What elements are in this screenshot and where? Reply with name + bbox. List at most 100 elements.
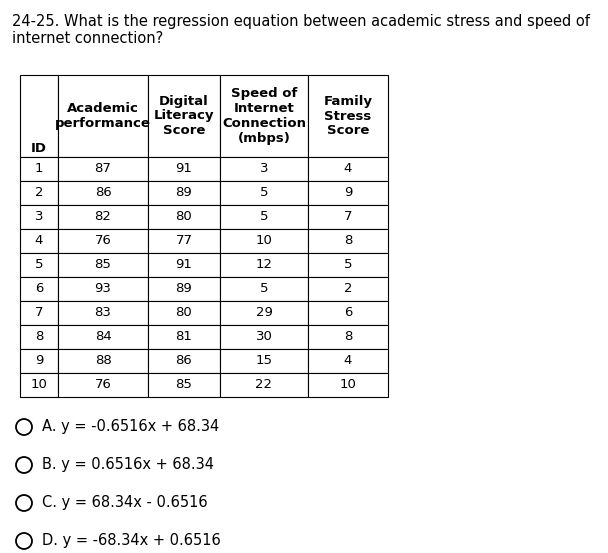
Bar (308, 373, 388, 397)
Text: B. y = 0.6516x + 68.34: B. y = 0.6516x + 68.34 (42, 457, 214, 472)
Text: 8: 8 (344, 331, 352, 343)
Text: 5: 5 (260, 211, 268, 223)
Bar (220, 301, 308, 325)
Bar (20, 229, 58, 253)
Text: Digital
Literacy
Score: Digital Literacy Score (154, 95, 214, 138)
Text: Speed of
Internet
Connection
(mbps): Speed of Internet Connection (mbps) (222, 87, 306, 145)
Text: 29: 29 (255, 306, 272, 320)
Bar (220, 277, 308, 301)
Text: internet connection?: internet connection? (12, 31, 164, 46)
Bar (58, 157, 148, 181)
Text: 4: 4 (344, 354, 352, 368)
Text: 86: 86 (176, 354, 192, 368)
Text: 7: 7 (344, 211, 352, 223)
Text: 24-25. What is the regression equation between academic stress and speed of: 24-25. What is the regression equation b… (12, 14, 590, 29)
Bar (20, 205, 58, 229)
Bar (20, 157, 58, 181)
Bar (308, 205, 388, 229)
Bar (58, 325, 148, 349)
Text: 7: 7 (35, 306, 43, 320)
Text: 15: 15 (255, 354, 272, 368)
Text: 91: 91 (176, 258, 193, 272)
Bar (20, 181, 58, 205)
Bar (148, 205, 220, 229)
Bar (220, 157, 308, 181)
Bar (308, 157, 388, 181)
Bar (58, 277, 148, 301)
Bar (220, 349, 308, 373)
Text: 8: 8 (35, 331, 43, 343)
Bar (148, 75, 220, 157)
Bar (148, 277, 220, 301)
Bar (220, 205, 308, 229)
Text: 93: 93 (95, 283, 111, 295)
Text: 76: 76 (95, 234, 111, 248)
Bar (20, 253, 58, 277)
Bar (20, 301, 58, 325)
Bar (20, 325, 58, 349)
Bar (308, 75, 388, 157)
Text: 5: 5 (260, 283, 268, 295)
Text: 3: 3 (260, 163, 268, 175)
Text: 10: 10 (339, 378, 356, 392)
Bar (148, 229, 220, 253)
Text: 9: 9 (35, 354, 43, 368)
Bar (220, 181, 308, 205)
Text: 5: 5 (260, 186, 268, 200)
Bar (308, 325, 388, 349)
Text: 89: 89 (176, 283, 192, 295)
Text: Academic
performance: Academic performance (55, 102, 151, 130)
Bar (58, 373, 148, 397)
Bar (148, 181, 220, 205)
Text: 84: 84 (95, 331, 111, 343)
Text: 83: 83 (95, 306, 111, 320)
Bar (58, 181, 148, 205)
Text: 85: 85 (176, 378, 193, 392)
Bar (148, 301, 220, 325)
Text: 3: 3 (35, 211, 43, 223)
Text: 5: 5 (35, 258, 43, 272)
Bar (220, 229, 308, 253)
Bar (308, 181, 388, 205)
Bar (220, 373, 308, 397)
Bar (20, 373, 58, 397)
Bar (148, 373, 220, 397)
Text: 5: 5 (344, 258, 352, 272)
Text: 82: 82 (95, 211, 111, 223)
Bar (58, 349, 148, 373)
Text: 10: 10 (255, 234, 272, 248)
Text: 4: 4 (35, 234, 43, 248)
Text: 77: 77 (176, 234, 193, 248)
Text: 12: 12 (255, 258, 272, 272)
Text: 6: 6 (344, 306, 352, 320)
Text: 85: 85 (95, 258, 111, 272)
Text: 2: 2 (344, 283, 352, 295)
Text: ID: ID (31, 143, 47, 155)
Bar (308, 301, 388, 325)
Text: 9: 9 (344, 186, 352, 200)
Text: Family
Stress
Score: Family Stress Score (323, 95, 373, 138)
Bar (308, 229, 388, 253)
Text: 10: 10 (30, 378, 47, 392)
Bar (148, 157, 220, 181)
Bar (20, 349, 58, 373)
Bar (148, 253, 220, 277)
Text: D. y = -68.34x + 0.6516: D. y = -68.34x + 0.6516 (42, 534, 221, 549)
Bar (220, 325, 308, 349)
Text: 8: 8 (344, 234, 352, 248)
Text: C. y = 68.34x - 0.6516: C. y = 68.34x - 0.6516 (42, 495, 207, 510)
Bar (220, 75, 308, 157)
Text: 30: 30 (255, 331, 272, 343)
Text: 76: 76 (95, 378, 111, 392)
Text: 88: 88 (95, 354, 111, 368)
Text: 6: 6 (35, 283, 43, 295)
Text: 91: 91 (176, 163, 193, 175)
Text: 86: 86 (95, 186, 111, 200)
Text: 22: 22 (255, 378, 272, 392)
Text: 80: 80 (176, 306, 192, 320)
Bar (58, 301, 148, 325)
Text: 4: 4 (344, 163, 352, 175)
Text: 1: 1 (35, 163, 43, 175)
Bar (58, 75, 148, 157)
Text: 87: 87 (95, 163, 111, 175)
